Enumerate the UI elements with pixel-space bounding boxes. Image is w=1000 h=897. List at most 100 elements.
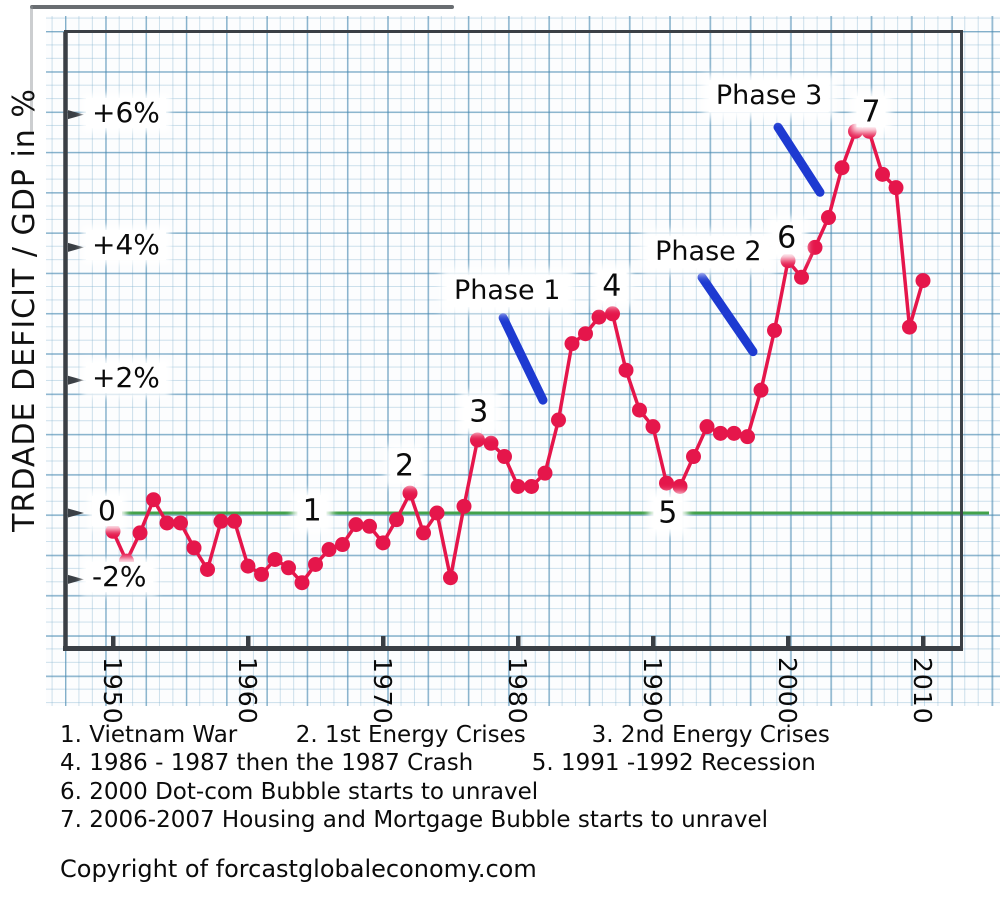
x-tick [246,636,251,647]
data-point [483,435,499,451]
data-point [281,560,296,576]
data-point [605,306,620,322]
data-point [834,160,850,176]
event-number-label: 4 [597,270,627,302]
legend-line-2: 4. 1986 - 1987 then the 1987 Crash 5. 19… [60,750,816,777]
event-number-label: 7 [856,96,886,128]
data-point [227,513,242,529]
data-point [699,419,715,435]
y-tick [68,375,84,385]
x-tick [111,636,116,647]
data-point [335,537,350,553]
data-point [686,449,701,465]
data-point [645,419,661,435]
data-point [618,362,634,378]
data-point [308,556,323,572]
x-tick [651,636,656,647]
data-point [915,273,931,289]
data-point [389,512,404,528]
data-point [753,382,769,398]
y-tick [68,110,84,120]
x-tick-label: 2010 [908,657,937,725]
event-legend: 1. Vietnam War 2. 1st Energy Crises 3. 2… [60,721,830,835]
phase-label: Phase 3 [708,80,830,112]
data-point [794,269,809,285]
y-tick-label: +2% [86,363,166,394]
phase-trend-line [498,313,548,405]
x-tick-label: 1980 [503,657,532,725]
y-tick [68,508,84,518]
data-point [807,239,823,255]
scan-edge-artifact-left [30,6,33,134]
data-point [740,429,755,445]
data-point [551,412,566,428]
data-point [659,475,674,491]
data-point [591,309,607,325]
data-point [267,551,283,567]
data-point [159,515,175,531]
data-point [672,478,688,494]
data-point [443,570,458,586]
event-number-label: 6 [772,222,802,254]
data-point [240,558,256,574]
data-point [200,561,215,577]
data-point [578,326,593,342]
x-tick-label: 1950 [98,657,127,725]
data-point [213,513,229,529]
data-point [348,517,364,533]
data-point [510,478,526,494]
legend-line-1: 1. Vietnam War 2. 1st Energy Crises 3. 2… [60,722,830,748]
data-point [537,465,553,481]
event-number-label: 1 [297,495,327,527]
data-point [429,505,445,521]
data-point [902,319,917,335]
data-point [767,322,782,338]
phase-trend-line [697,272,758,357]
legend-line-4: 7. 2006-2007 Housing and Mortgage Bubble… [60,807,768,834]
y-tick-label: +4% [86,230,166,261]
y-tick [68,242,84,252]
data-point [146,492,161,508]
data-point [713,425,728,441]
data-point [875,166,890,182]
x-tick-label: 1960 [233,657,262,725]
event-number-label: 3 [464,396,494,428]
data-point [632,402,647,418]
y-tick-label: 0 [92,496,122,526]
x-tick [921,636,926,647]
x-tick-label: 1990 [638,657,667,725]
copyright-text: Copyright of forcastglobaleconomy.com [60,855,537,883]
data-point [821,210,836,226]
x-tick-label: 1970 [368,657,397,725]
phase-label: Phase 2 [648,236,769,268]
data-point [726,425,742,441]
data-point [416,525,431,541]
data-point [780,253,796,269]
event-number-label: 5 [653,497,683,529]
data-point [456,498,472,514]
data-point [402,485,418,501]
event-number-label: 2 [390,450,420,482]
x-tick [516,636,521,647]
data-point [254,566,269,582]
data-point [186,540,202,556]
data-point [362,518,377,534]
x-tick-label: 2000 [773,657,802,725]
phase-label: Phase 1 [446,275,568,308]
data-point [105,523,121,539]
data-point [470,432,485,448]
scan-edge-artifact-top [30,5,454,9]
x-tick [381,636,386,647]
data-point [497,449,512,465]
legend-line-3: 6. 2000 Dot-com Bubble starts to unravel [60,778,539,805]
y-tick-label: -2% [86,562,153,593]
data-point [132,525,148,541]
data-point [321,542,337,558]
y-tick [68,574,84,584]
data-point [524,478,539,494]
x-tick [786,636,791,647]
data-point [888,180,904,196]
data-point [375,535,391,551]
